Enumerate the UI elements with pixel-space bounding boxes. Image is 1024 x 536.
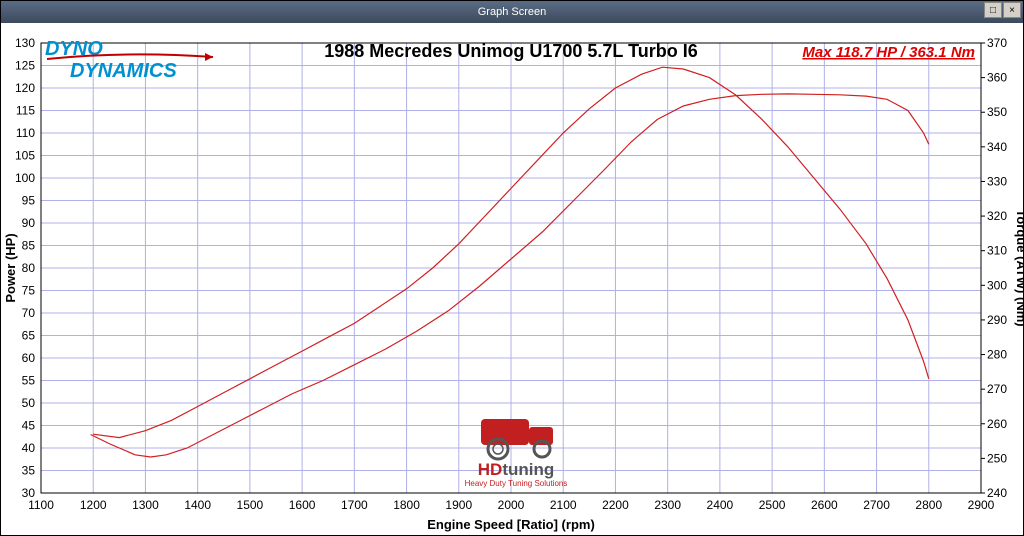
- y-left-tick-label: 65: [22, 329, 36, 343]
- x-tick-label: 1200: [80, 498, 107, 512]
- svg-text:HDtuning: HDtuning: [478, 460, 554, 479]
- y-right-tick-label: 320: [987, 209, 1007, 223]
- x-axis-label: Engine Speed [Ratio] (rpm): [427, 517, 595, 532]
- y-left-axis-label: Power (HP): [3, 233, 18, 302]
- y-left-tick-label: 90: [22, 216, 36, 230]
- hd-tuning-logo: HDtuning Heavy Duty Tuning Solutions: [436, 413, 596, 496]
- window-controls: □ ×: [984, 2, 1021, 18]
- y-left-tick-label: 40: [22, 441, 36, 455]
- x-tick-label: 1900: [445, 498, 472, 512]
- y-right-axis-label: Torque (ATW) (Nm): [1014, 209, 1023, 326]
- svg-text:Heavy Duty Tuning Solutions: Heavy Duty Tuning Solutions: [465, 479, 568, 488]
- y-left-tick-label: 30: [22, 486, 36, 500]
- x-tick-label: 2300: [654, 498, 681, 512]
- y-left-tick-label: 45: [22, 419, 36, 433]
- x-tick-label: 1100: [28, 498, 54, 512]
- y-right-tick-label: 260: [987, 417, 1007, 431]
- y-right-tick-label: 350: [987, 105, 1007, 119]
- max-hp-torque-label: Max 118.7 HP / 363.1 Nm: [802, 44, 975, 61]
- x-tick-label: 1800: [393, 498, 420, 512]
- y-right-tick-label: 300: [987, 278, 1007, 292]
- y-right-tick-label: 360: [987, 71, 1007, 85]
- close-button[interactable]: ×: [1003, 2, 1021, 18]
- x-tick-label: 2500: [759, 498, 786, 512]
- y-left-tick-label: 130: [15, 36, 35, 50]
- x-tick-label: 2900: [968, 498, 995, 512]
- y-right-tick-label: 270: [987, 382, 1007, 396]
- y-right-tick-label: 240: [987, 486, 1007, 500]
- y-right-tick-label: 340: [987, 140, 1007, 154]
- y-left-tick-label: 60: [22, 351, 36, 365]
- y-left-tick-label: 75: [22, 284, 36, 298]
- y-right-tick-label: 250: [987, 451, 1007, 465]
- y-right-tick-label: 330: [987, 174, 1007, 188]
- y-left-tick-label: 125: [15, 59, 35, 73]
- x-tick-label: 2200: [602, 498, 629, 512]
- x-tick-label: 1700: [341, 498, 368, 512]
- maximize-button[interactable]: □: [984, 2, 1002, 18]
- x-tick-label: 2600: [811, 498, 838, 512]
- x-tick-label: 2100: [550, 498, 577, 512]
- y-left-tick-label: 85: [22, 239, 36, 253]
- y-left-tick-label: 50: [22, 396, 36, 410]
- y-right-tick-label: 310: [987, 244, 1007, 258]
- x-tick-label: 1300: [132, 498, 159, 512]
- dyno-dynamics-logo: DYNO DYNAMICS: [45, 35, 220, 88]
- x-tick-label: 2400: [707, 498, 734, 512]
- y-left-tick-label: 55: [22, 374, 36, 388]
- x-tick-label: 1500: [237, 498, 264, 512]
- y-right-tick-label: 370: [987, 36, 1007, 50]
- y-left-tick-label: 115: [16, 104, 35, 118]
- y-left-tick-label: 100: [15, 171, 35, 185]
- x-tick-label: 2700: [863, 498, 890, 512]
- chart-title: 1988 Mecredes Unimog U1700 5.7L Turbo I6: [324, 41, 697, 61]
- y-left-tick-label: 35: [22, 464, 36, 478]
- y-right-tick-label: 290: [987, 313, 1007, 327]
- x-tick-label: 1600: [289, 498, 316, 512]
- y-left-tick-label: 105: [15, 149, 35, 163]
- y-left-tick-label: 110: [16, 126, 35, 140]
- x-tick-label: 2000: [498, 498, 525, 512]
- graph-window: Graph Screen □ × 1100 1200 1300 1400 1500 160…: [0, 0, 1024, 536]
- y-right-tick-label: 280: [987, 348, 1007, 362]
- y-left-tick-label: 80: [22, 261, 36, 275]
- x-tick-label: 2800: [915, 498, 942, 512]
- logo-text-bottom: DYNAMICS: [70, 60, 177, 82]
- window-title: Graph Screen: [478, 6, 546, 18]
- titlebar: Graph Screen □ ×: [1, 1, 1023, 23]
- y-left-tick-label: 70: [22, 306, 36, 320]
- chart-area: 1100 1200 1300 1400 1500 1600 1700 1800 1900 2000…: [1, 23, 1023, 535]
- y-left-tick-label: 120: [15, 81, 35, 95]
- y-left-tick-label: 95: [22, 194, 36, 208]
- x-tick-label: 1400: [184, 498, 211, 512]
